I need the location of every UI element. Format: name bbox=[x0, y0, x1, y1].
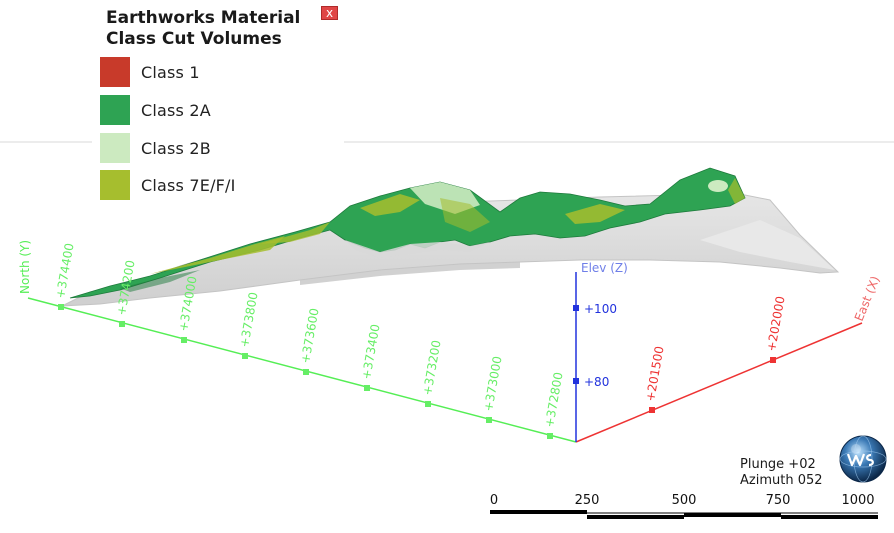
east-tick-label: +202000 bbox=[764, 295, 787, 352]
legend-item-label: Class 1 bbox=[141, 63, 200, 82]
north-axis-label: North (Y) bbox=[18, 240, 32, 294]
north-tick-marker bbox=[181, 337, 187, 343]
elev-tick-label: +80 bbox=[584, 375, 609, 389]
north-tick-label: +373800 bbox=[237, 291, 260, 348]
class-2a-swatch bbox=[100, 95, 130, 125]
north-tick-label: +373200 bbox=[420, 339, 443, 396]
elev-tick-marker bbox=[573, 378, 579, 384]
north-tick-marker bbox=[547, 433, 553, 439]
east-tick-label: +201500 bbox=[643, 345, 666, 402]
globe-compass-icon[interactable] bbox=[838, 434, 888, 484]
north-tick-marker bbox=[119, 321, 125, 327]
east-tick-marker bbox=[770, 357, 776, 363]
legend-item-label: Class 2B bbox=[141, 139, 211, 158]
close-legend-button[interactable]: x bbox=[321, 6, 338, 20]
north-tick-marker bbox=[242, 353, 248, 359]
elev-axis: Elev (Z) +80 +100 bbox=[573, 261, 628, 442]
north-tick-label: +373000 bbox=[481, 355, 504, 412]
class-2b-swatch bbox=[100, 133, 130, 163]
elev-tick-label: +100 bbox=[584, 302, 617, 316]
legend-item-class-7efi: Class 7E/F/I bbox=[100, 170, 330, 200]
east-axis-label: East (X) bbox=[852, 274, 883, 323]
legend-item-label: Class 7E/F/I bbox=[141, 176, 236, 195]
north-tick-label: +373400 bbox=[359, 323, 382, 380]
elev-axis-label: Elev (Z) bbox=[581, 261, 628, 275]
legend-panel: Earthworks Material Class Cut Volumes x … bbox=[92, 0, 344, 200]
north-tick-marker bbox=[303, 369, 309, 375]
north-tick-marker bbox=[425, 401, 431, 407]
scale-label-1000: 1000 bbox=[841, 493, 875, 508]
azimuth-readout: Azimuth 052 bbox=[740, 473, 823, 488]
scale-label-750: 750 bbox=[765, 493, 791, 508]
class-7efi-swatch bbox=[100, 170, 130, 200]
legend-item-class-2a: Class 2A bbox=[100, 95, 330, 125]
north-tick-label: +373600 bbox=[298, 307, 321, 364]
scale-label-500: 500 bbox=[671, 493, 697, 508]
elev-tick-marker bbox=[573, 305, 579, 311]
legend-item-class-1: Class 1 bbox=[100, 57, 330, 87]
legend-item-label: Class 2A bbox=[141, 101, 211, 120]
scale-bar bbox=[490, 510, 878, 519]
north-tick-marker bbox=[58, 304, 64, 310]
north-tick-marker bbox=[364, 385, 370, 391]
east-tick-marker bbox=[649, 407, 655, 413]
cut-volume-surface bbox=[69, 167, 746, 299]
north-tick-marker bbox=[486, 417, 492, 423]
plunge-readout: Plunge +02 bbox=[740, 457, 816, 472]
scale-label-250: 250 bbox=[574, 493, 600, 508]
north-tick-label: +374400 bbox=[53, 242, 76, 299]
north-tick-label: +372800 bbox=[542, 371, 565, 428]
view-orientation: Plunge +02 Azimuth 052 bbox=[740, 457, 823, 489]
east-axis: East (X) +201500 +202000 bbox=[575, 274, 883, 443]
scale-label-0: 0 bbox=[489, 493, 499, 508]
legend-item-class-2b: Class 2B bbox=[100, 133, 330, 163]
class-1-swatch bbox=[100, 57, 130, 87]
legend-title: Earthworks Material Class Cut Volumes bbox=[106, 8, 301, 49]
